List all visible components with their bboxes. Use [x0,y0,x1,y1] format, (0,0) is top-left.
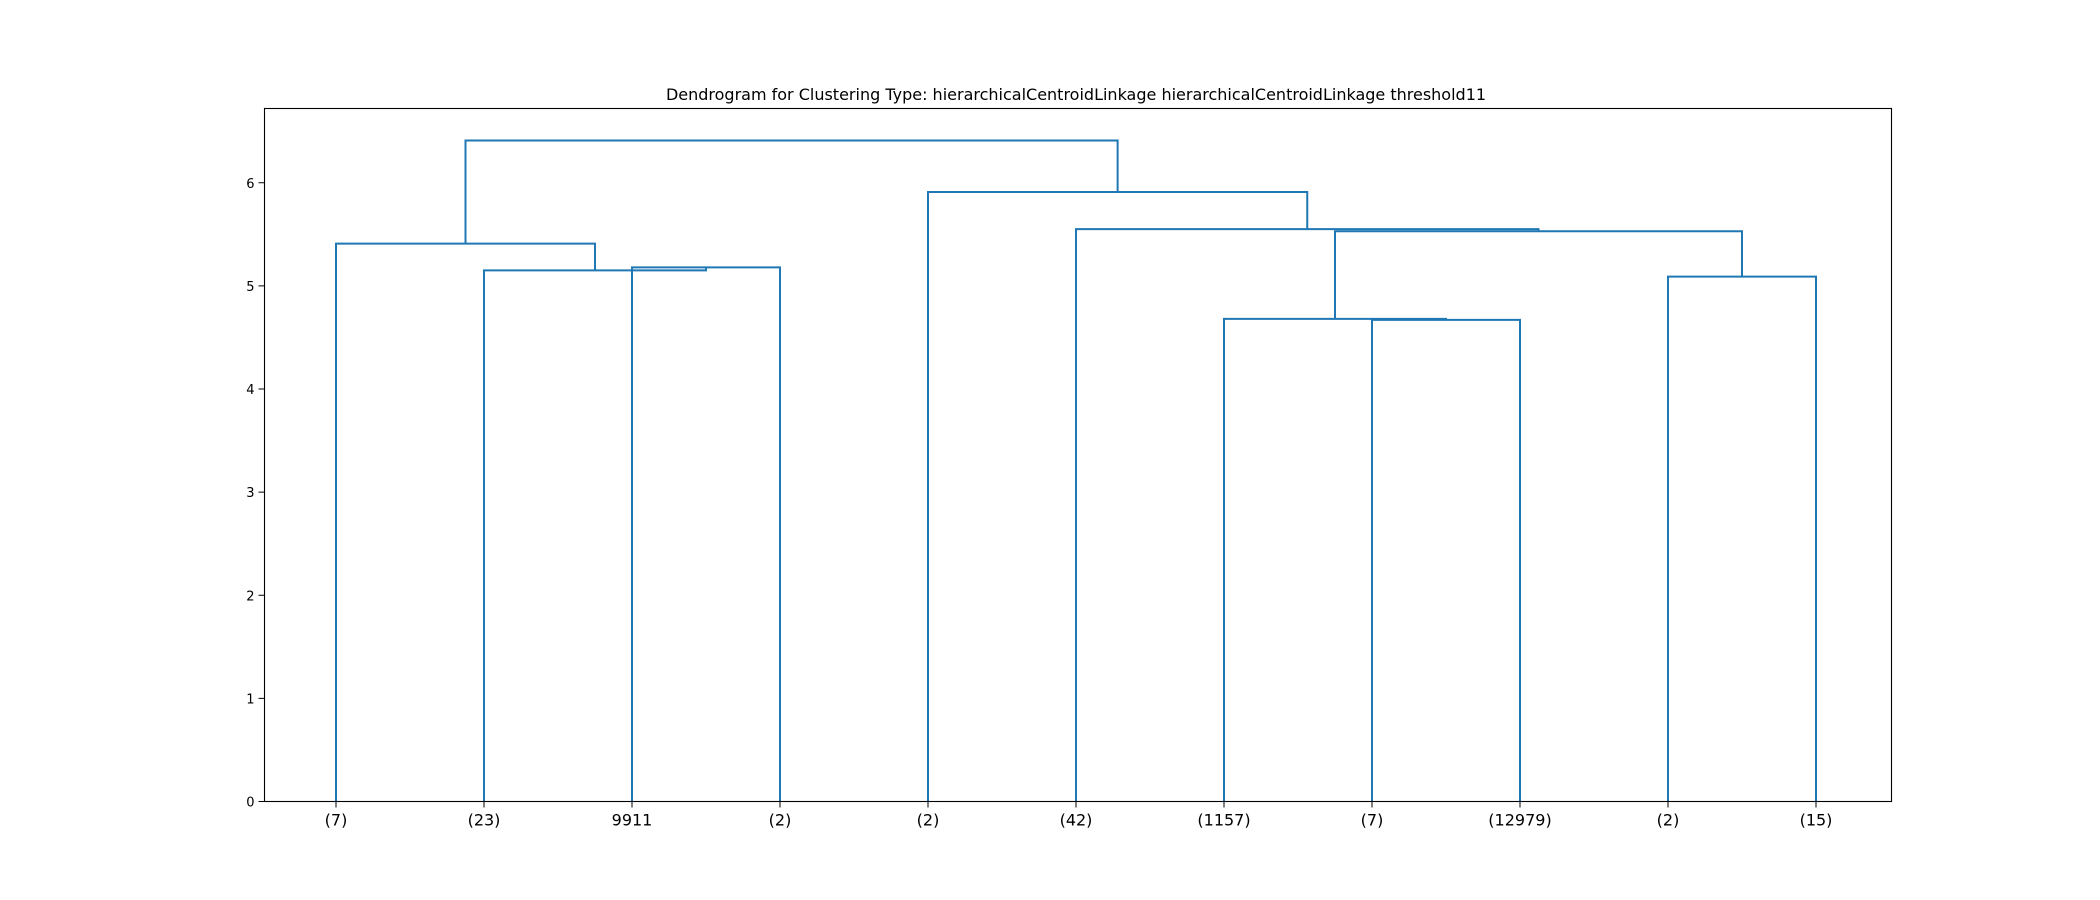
y-tick-label: 2 [246,589,254,604]
dendrogram-link-m2 [483,267,707,802]
y-tick-label: 6 [246,177,254,192]
leaf-label: (1157) [1197,811,1250,830]
dendrogram-link-m9 [927,191,1309,802]
x-axis: (7) (23) 9911 (2) (2) (42) (1157) (7) (12979) (2)… [325,801,1833,830]
leaf-label: (2) [1657,811,1680,830]
leaf-label: (7) [1361,811,1384,830]
leaf-label: (23) [468,811,501,830]
dendrogram-link-m1 [631,266,781,802]
dendrogram-link-m7 [1334,230,1743,319]
leaf-label: (7) [325,811,348,830]
y-axis: 0 1 2 3 4 5 6 [246,177,265,811]
leaf-label: (2) [917,811,940,830]
dendrogram-link-m3 [335,242,596,802]
dendrogram-link-m8 [1075,228,1540,802]
dendrogram-link-m4 [1371,318,1521,802]
leaf-label: (12979) [1488,811,1551,830]
chart-title: Dendrogram for Clustering Type: hierarch… [666,85,1486,104]
leaf-label: (15) [1800,811,1833,830]
y-tick-label: 1 [246,692,254,707]
dendrogram-link-m5 [1223,317,1447,802]
leaf-label: (42) [1060,811,1093,830]
dendrogram-links [335,139,1817,802]
leaf-label: (2) [769,811,792,830]
y-tick-label: 0 [246,796,254,811]
dendrogram-link-m10 [464,139,1119,244]
y-tick-label: 5 [246,280,254,295]
leaf-label: 9911 [612,811,653,830]
y-tick-label: 4 [246,383,254,398]
axes-frame [263,107,1893,803]
dendrogram-link-m6 [1667,275,1817,802]
y-tick-label: 3 [246,486,254,501]
